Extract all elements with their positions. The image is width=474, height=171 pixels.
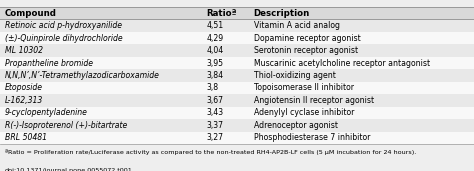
Bar [0,119,474,132]
Text: 9-cyclopentyladenine: 9-cyclopentyladenine [5,108,88,117]
Text: Vitamin A acid analog: Vitamin A acid analog [254,21,339,30]
Text: 4,51: 4,51 [206,21,223,30]
Bar [0,69,474,82]
Bar [0,132,474,144]
Text: N,N,N’,N’-Tetramethylazodicarboxamide: N,N,N’,N’-Tetramethylazodicarboxamide [5,71,160,80]
Text: 3,8: 3,8 [206,83,219,93]
Text: Dopamine receptor agonist: Dopamine receptor agonist [254,34,360,43]
Text: ªRatio = Proliferation rate/Luciferase activity as compared to the non-treated R: ªRatio = Proliferation rate/Luciferase a… [5,149,416,155]
Text: 4,04: 4,04 [206,46,223,55]
Text: 4,29: 4,29 [206,34,223,43]
Bar [0,82,474,94]
Text: Topoisomerase II inhibitor: Topoisomerase II inhibitor [254,83,354,93]
Text: 3,43: 3,43 [206,108,223,117]
Bar [0,19,474,32]
Text: Thiol-oxidizing agent: Thiol-oxidizing agent [254,71,336,80]
Text: Muscarinic acetylcholine receptor antagonist: Muscarinic acetylcholine receptor antago… [254,58,430,68]
Bar [0,44,474,57]
Bar [0,57,474,69]
Text: Phosphodiesterase 7 inhibitor: Phosphodiesterase 7 inhibitor [254,133,370,142]
Text: Compound: Compound [5,9,56,18]
Text: Adrenoceptor agonist: Adrenoceptor agonist [254,121,337,130]
Text: Description: Description [254,9,310,18]
Text: R(-)-Isoproterenol (+)-bitartrate: R(-)-Isoproterenol (+)-bitartrate [5,121,127,130]
Text: Angiotensin II receptor agonist: Angiotensin II receptor agonist [254,96,374,105]
Text: (±)-Quinpirole dihydrochloride: (±)-Quinpirole dihydrochloride [5,34,122,43]
Bar [0,107,474,119]
Text: Serotonin receptor agonist: Serotonin receptor agonist [254,46,358,55]
Bar [0,7,474,19]
Text: Propantheline bromide: Propantheline bromide [5,58,93,68]
Text: Adenylyl cyclase inhibitor: Adenylyl cyclase inhibitor [254,108,354,117]
Text: Etoposide: Etoposide [5,83,43,93]
Text: 3,84: 3,84 [206,71,223,80]
Text: 3,67: 3,67 [206,96,223,105]
Text: Ratioª: Ratioª [206,9,237,18]
Text: 3,95: 3,95 [206,58,223,68]
Bar [0,94,474,107]
Text: L-162,313: L-162,313 [5,96,43,105]
Bar [0,32,474,44]
Text: Retinoic acid p-hydroxyanilide: Retinoic acid p-hydroxyanilide [5,21,122,30]
Text: ML 10302: ML 10302 [5,46,43,55]
Text: doi:10.1371/journal.pone.0055072.t001: doi:10.1371/journal.pone.0055072.t001 [5,168,133,171]
Text: BRL 50481: BRL 50481 [5,133,47,142]
Text: 3,37: 3,37 [206,121,223,130]
Text: 3,27: 3,27 [206,133,223,142]
